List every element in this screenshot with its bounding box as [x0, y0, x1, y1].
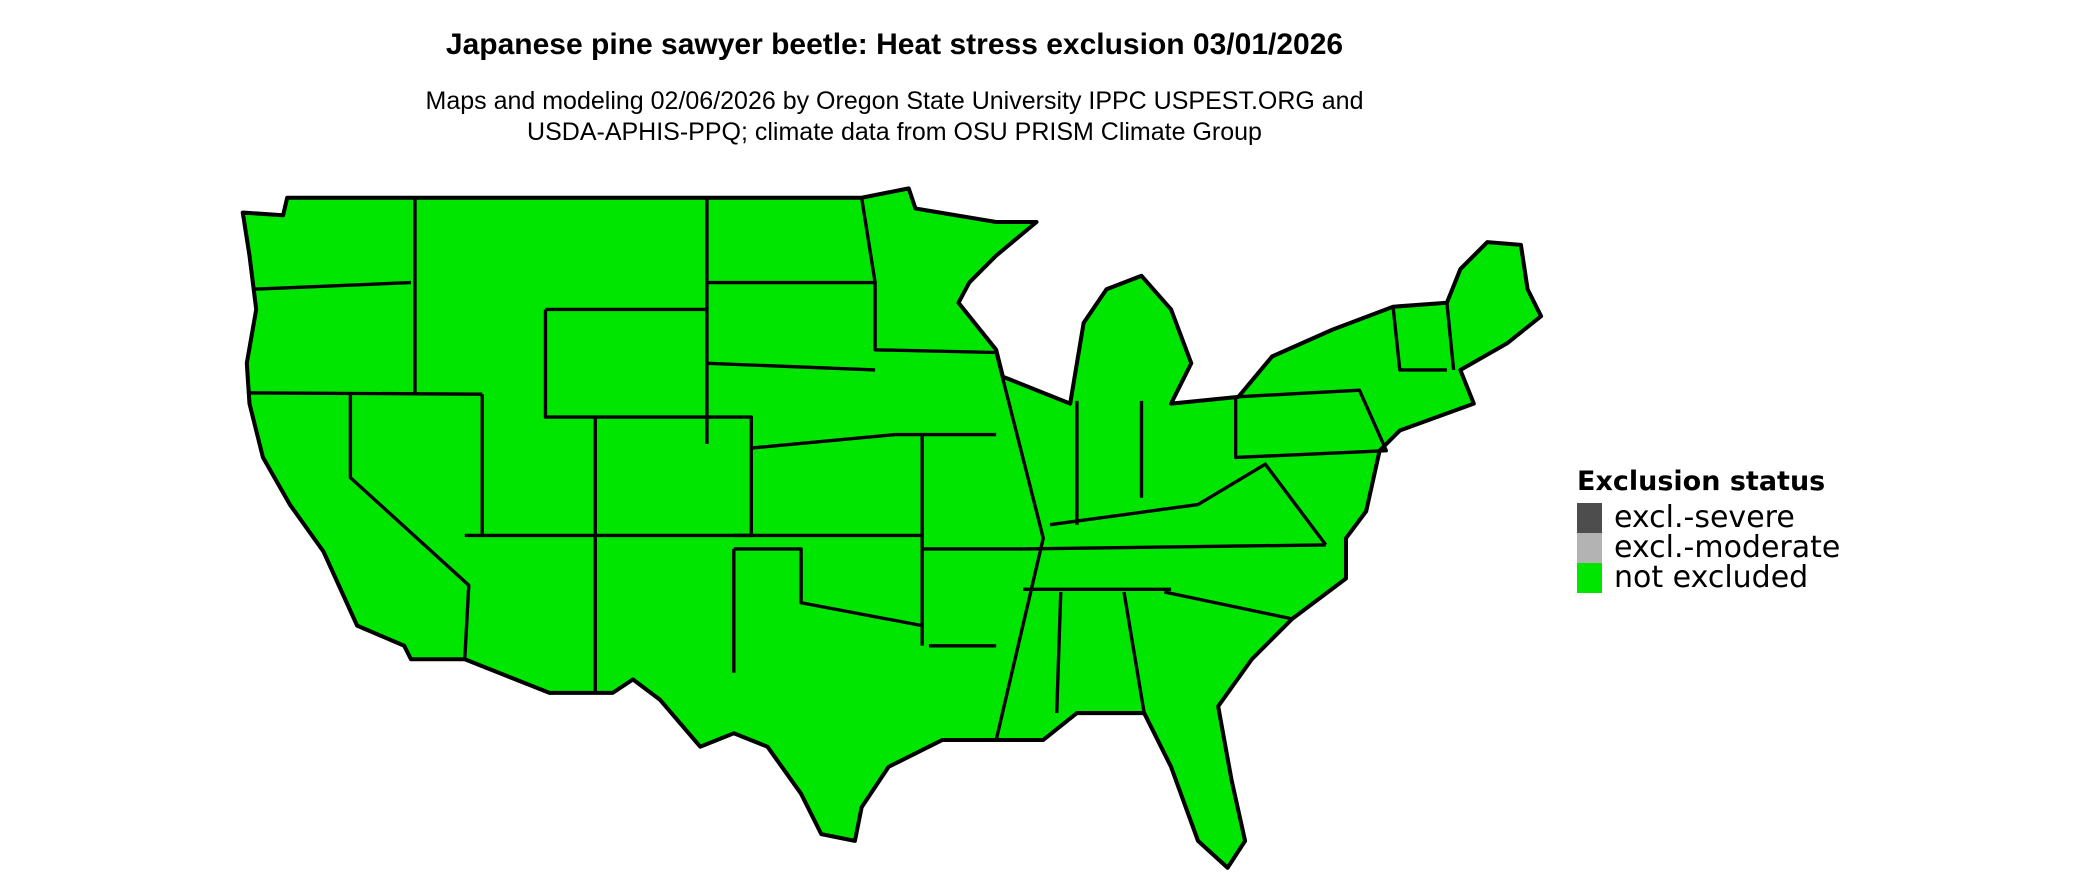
legend-item-severe: excl.-severe: [1577, 503, 1840, 533]
legend-swatch: [1577, 533, 1602, 563]
map-title: Japanese pine sawyer beetle: Heat stress…: [445, 28, 1344, 61]
state-borders: [249, 197, 1530, 741]
subtitle-line-2: USDA-APHIS-PPQ; climate data from OSU PR…: [527, 118, 1262, 146]
legend-item-not-excluded: not excluded: [1577, 563, 1840, 593]
legend-swatch: [1577, 563, 1602, 593]
conus-outline: [240, 186, 1544, 870]
legend-label: not excluded: [1614, 560, 1809, 595]
map-subtitle: Maps and modeling 02/06/2026 by Oregon S…: [0, 86, 1789, 148]
legend-item-moderate: excl.-moderate: [1577, 533, 1840, 563]
legend-title: Exclusion status: [1577, 466, 1826, 497]
legend: Exclusion status excl.-severe excl.-mode…: [1577, 466, 1840, 593]
legend-swatch: [1577, 503, 1602, 533]
subtitle-line-1: Maps and modeling 02/06/2026 by Oregon S…: [425, 87, 1364, 115]
legend-label: excl.-severe: [1614, 500, 1795, 535]
legend-label: excl.-moderate: [1614, 530, 1841, 565]
